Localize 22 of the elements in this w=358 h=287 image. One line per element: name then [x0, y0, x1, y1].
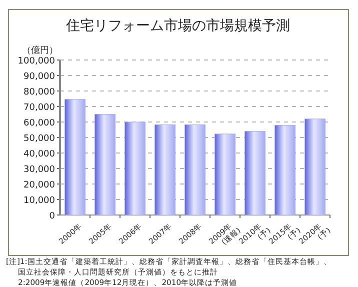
y-tick-label: 70,000	[24, 103, 56, 113]
bar	[94, 114, 116, 216]
y-tick-label: 20,000	[24, 180, 56, 190]
y-tick-label: 80,000	[24, 88, 56, 98]
bar	[304, 118, 326, 216]
y-tick-label: 60,000	[24, 118, 56, 128]
y-tick-label: 40,000	[24, 150, 56, 160]
bar	[64, 99, 86, 216]
bar	[274, 125, 296, 216]
y-tick-label: 10,000	[24, 196, 56, 206]
bar	[244, 131, 266, 216]
bar	[154, 124, 176, 216]
y-tick-label: 50,000	[24, 134, 56, 144]
y-tick-label: 100,000	[18, 56, 56, 66]
y-tick-label: 30,000	[24, 165, 56, 175]
chart-title: 住宅リフォーム市場の市場規模予測	[65, 18, 290, 34]
bar	[184, 124, 206, 216]
bar	[124, 122, 146, 216]
bar	[214, 134, 236, 216]
y-axis-title: （億円）	[22, 45, 58, 56]
y-tick-label: 90,000	[24, 72, 56, 82]
y-tick-label: 0	[49, 212, 56, 222]
